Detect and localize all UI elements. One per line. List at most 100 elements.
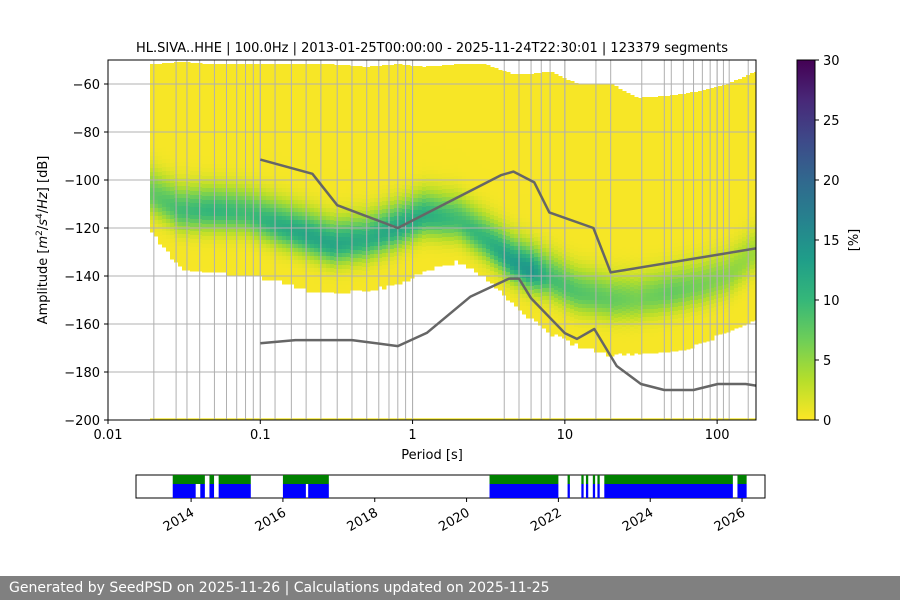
psd-cell [294,232,299,237]
psd-cell [518,214,523,219]
psd-cell [254,224,259,229]
psd-cell [514,158,519,163]
psd-cell [202,236,207,241]
psd-cell [346,281,351,286]
psd-cell [382,185,387,190]
psd-cell [374,70,379,75]
psd-cell [506,216,511,221]
psd-cell [238,68,243,73]
psd-cell [370,98,375,103]
psd-cell [366,183,371,188]
psd-cell [270,96,275,101]
psd-cell [358,166,363,171]
psd-cell [342,193,347,198]
psd-cell [310,136,315,141]
psd-cell [222,116,227,121]
psd-cell [322,84,327,89]
psd-cell [510,126,515,131]
psd-cell [418,98,423,103]
psd-cell [238,64,243,69]
psd-cell [430,86,435,91]
psd-cell [450,105,455,110]
psd-cell [406,261,411,266]
psd-cell [218,196,223,201]
psd-cell [182,90,187,95]
psd-cell [430,262,435,267]
psd-cell [282,208,287,213]
psd-cell [194,263,199,268]
psd-cell [426,214,431,219]
psd-cell [310,76,315,81]
psd-cell [414,250,419,255]
psd-cell [198,103,203,108]
psd-cell [242,168,247,173]
psd-cell [218,216,223,221]
psd-cell [482,128,487,133]
psd-cell [266,216,271,221]
psd-cell [466,196,471,201]
psd-cell [346,85,351,90]
psd-cell [374,174,379,179]
psd-cell [358,214,363,219]
psd-cell [194,183,199,188]
psd-cell [386,69,391,74]
psd-cell [158,64,163,69]
psd-cell [474,192,479,197]
psd-cell [298,268,303,273]
psd-cell [418,74,423,79]
psd-cell [190,63,195,68]
psd-cell [490,267,495,272]
psd-cell [274,84,279,89]
psd-cell [286,220,291,225]
psd-cell [222,92,227,97]
psd-cell [498,186,503,191]
psd-cell [478,204,483,209]
psd-cell [230,108,235,113]
psd-cell [394,176,399,181]
psd-cell [282,176,287,181]
psd-cell [474,200,479,205]
psd-cell [382,173,387,178]
psd-cell [238,180,243,185]
psd-cell [210,220,215,225]
psd-cell [266,248,271,253]
psd-cell [334,281,339,286]
psd-cell [450,165,455,170]
psd-cell [370,166,375,171]
psd-cell [482,88,487,93]
psd-cell [334,65,339,70]
psd-cell [426,158,431,163]
psd-cell [294,208,299,213]
psd-cell [270,256,275,261]
psd-cell [178,70,183,75]
psd-cell [454,252,459,257]
psd-cell [270,192,275,197]
psd-cell [226,148,231,153]
psd-cell [366,175,371,180]
psd-cell [450,161,455,166]
psd-cell [446,89,451,94]
psd-cell [298,92,303,97]
psd-cell [278,196,283,201]
psd-cell [470,128,475,133]
psd-cell [346,157,351,162]
psd-cell [206,188,211,193]
psd-cell [450,153,455,158]
psd-cell [270,120,275,125]
psd-cell [286,268,291,273]
psd-cell [314,188,319,193]
psd-cell [430,234,435,239]
psd-cell [382,281,387,286]
psd-cell [206,68,211,73]
psd-cell [402,225,407,230]
psd-cell [354,86,359,91]
psd-cell [242,208,247,213]
psd-cell [438,242,443,247]
psd-cell [294,80,299,85]
psd-cell [302,92,307,97]
psd-cell [514,254,519,259]
psd-cell [498,170,503,175]
psd-cell [178,110,183,115]
psd-cell [378,242,383,247]
psd-cell [310,200,315,205]
